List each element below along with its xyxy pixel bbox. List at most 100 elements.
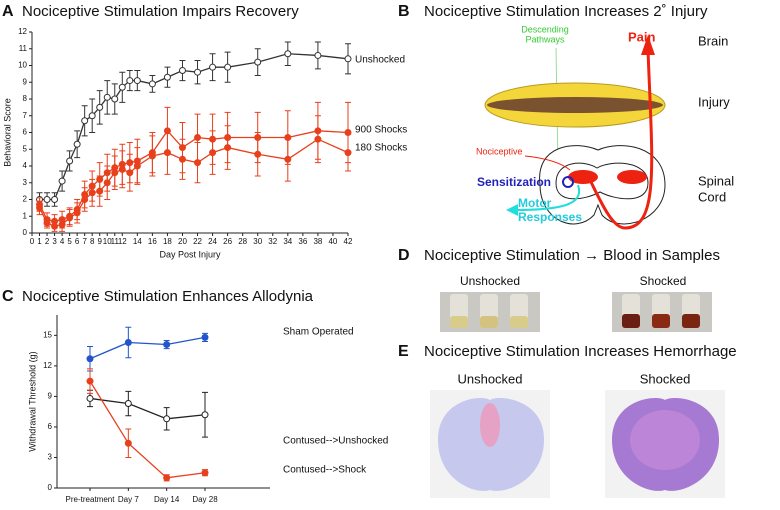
x-tick-label: 8: [90, 237, 95, 246]
diagram-label: Pain: [628, 29, 656, 44]
x-tick-label: 22: [193, 237, 202, 246]
series-line: [89, 380, 206, 479]
y-axis-label: Behavioral Score: [2, 98, 12, 167]
arrowhead: [506, 204, 518, 216]
point: [284, 155, 292, 163]
diagram-label: Sensitization: [477, 175, 551, 189]
tissue-photo: [430, 390, 550, 498]
point: [66, 157, 74, 165]
x-tick-label: 3: [52, 237, 57, 246]
sample-photo: [440, 292, 540, 332]
pain-path: [588, 49, 654, 230]
panel-letter: E: [398, 343, 409, 360]
x-tick-label: 20: [178, 237, 187, 246]
x-tick-label: 38: [313, 237, 322, 246]
point: [51, 196, 59, 203]
image-label: Unshocked: [460, 274, 520, 288]
point: [284, 50, 292, 58]
point: [178, 155, 186, 163]
series-label: Contused-->Shock: [283, 465, 367, 476]
point: [118, 83, 126, 91]
point: [66, 214, 74, 222]
diagram-label: Responses: [518, 210, 582, 224]
y-tick-label: 15: [43, 330, 52, 339]
point: [51, 222, 59, 230]
y-tick-label: 0: [23, 228, 28, 237]
point: [124, 400, 132, 408]
x-tick-label: 0: [30, 237, 35, 246]
point: [103, 93, 111, 101]
y-tick-label: 1: [23, 211, 28, 220]
point: [58, 221, 66, 229]
series-label: 900 Shocks: [355, 125, 407, 136]
point: [36, 204, 44, 212]
point: [201, 333, 209, 341]
point: [314, 135, 322, 143]
point: [96, 187, 104, 195]
diagram-label: Spinal: [698, 173, 734, 188]
point: [58, 177, 66, 185]
tissue-photo: [605, 390, 725, 498]
diagram-label: Nociceptive: [476, 146, 523, 156]
point: [118, 165, 126, 173]
point: [86, 355, 94, 363]
x-tick-label: 36: [298, 237, 307, 246]
y-tick-label: 6: [48, 422, 53, 431]
point: [254, 58, 262, 66]
y-tick-label: 2: [23, 195, 28, 204]
point: [209, 63, 217, 71]
point: [254, 150, 262, 158]
point: [163, 474, 171, 482]
y-tick-label: 3: [23, 178, 28, 187]
point: [163, 415, 171, 423]
point: [124, 439, 132, 447]
point: [73, 209, 81, 217]
point: [88, 189, 96, 197]
image-label: Shocked: [640, 371, 691, 386]
point: [209, 149, 217, 157]
point: [111, 95, 119, 103]
point: [133, 162, 141, 170]
arrowhead: [641, 35, 655, 55]
x-tick-label: 10: [103, 237, 112, 246]
point: [111, 169, 119, 177]
point: [96, 103, 104, 111]
y-tick-label: 0: [48, 483, 53, 492]
x-tick-label: Day 28: [192, 495, 218, 504]
x-tick-label: Pre-treatment: [66, 495, 116, 504]
injury-core: [487, 97, 663, 113]
diagram-label: Brain: [698, 33, 728, 48]
point: [124, 338, 132, 346]
panel-title: Nociceptive Stimulation → Blood in Sampl…: [424, 247, 720, 264]
point: [194, 68, 202, 76]
point: [88, 112, 96, 120]
y-tick-label: 8: [23, 94, 28, 103]
y-tick-label: 5: [23, 144, 28, 153]
point: [148, 152, 156, 160]
panel-letter: A: [2, 3, 14, 20]
y-tick-label: 10: [18, 61, 27, 70]
x-tick-label: 18: [163, 237, 172, 246]
dorsal-horn: [617, 170, 647, 184]
diagram-label: Cord: [698, 189, 726, 204]
chart-title: Nociceptive Stimulation Impairs Recovery: [22, 3, 299, 20]
sample-photo: [612, 292, 712, 332]
y-axis-label: Withdrawal Threshold (g): [27, 351, 37, 451]
point: [163, 149, 171, 157]
series-line: [89, 397, 206, 420]
series-label: Contused-->Unshocked: [283, 436, 388, 447]
point: [73, 140, 81, 148]
series-label: 180 Shocks: [355, 143, 407, 154]
x-tick-label: Day 7: [118, 495, 139, 504]
point: [194, 134, 202, 142]
y-tick-label: 3: [48, 453, 53, 462]
sensitization-mark: [562, 176, 574, 188]
x-tick-label: 40: [328, 237, 337, 246]
point: [163, 73, 171, 81]
motor-path: [514, 184, 581, 211]
point: [224, 63, 232, 71]
point: [314, 51, 322, 59]
point: [344, 55, 352, 63]
y-tick-label: 12: [18, 27, 27, 36]
